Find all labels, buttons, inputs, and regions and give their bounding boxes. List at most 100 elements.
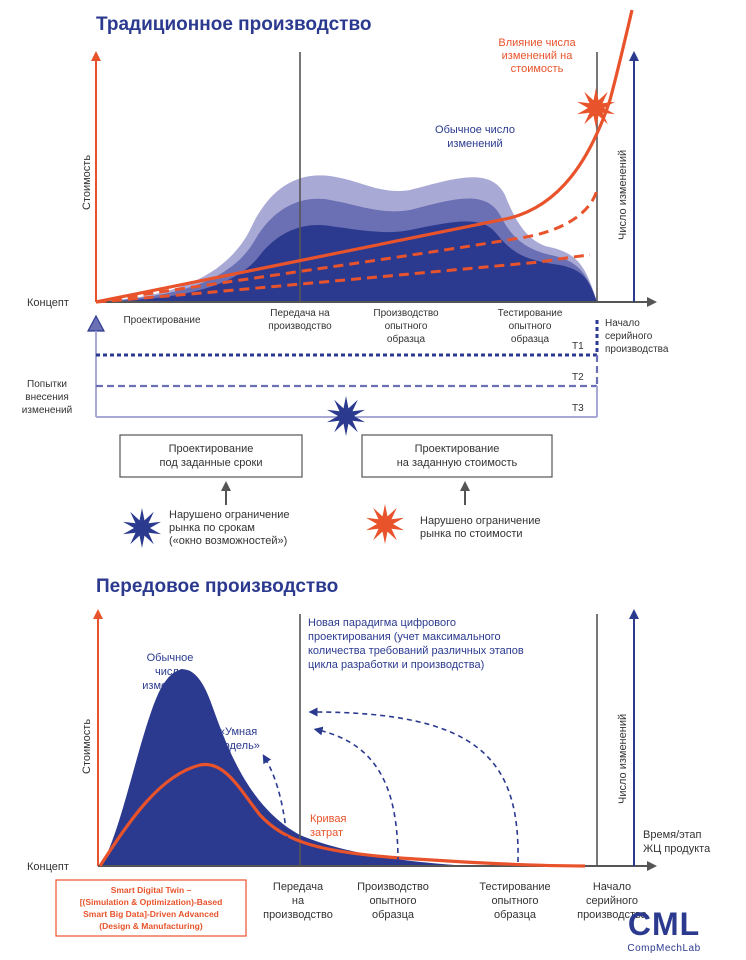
adv-phase-handover-line-2: производство [263,909,333,921]
smart-model-label: «Умная модель» [216,726,260,752]
digital-twin-text-line-1: [(Simulation & Optimization)-Based [80,897,223,907]
digital-twin-text-line-2: Smart Big Data]-Driven Advanced [83,909,219,919]
paradigm-label-line-2: количества требований различных этапов [308,645,524,657]
adv-changes-label-line-2: изменений [142,680,197,692]
trad-serial-start-line-0: Начало [605,318,640,329]
time-violation-burst-legend [123,508,161,548]
attempts-label-line-1: внесения [25,392,68,403]
adv-phase-prototype-line-0: Производство [357,881,429,893]
adv-cost-curve [98,762,586,868]
trad-cost-curve [95,9,634,304]
box-design-cost-text-line-0: Проектирование [415,443,500,455]
changes-area-dark [96,221,597,302]
trad-cost-dash-lower [95,253,591,304]
trad-cost-dash-upper [95,189,599,304]
trad-phase-design: Проектирование [123,315,201,326]
adv-phase-serial: Начало серийного производства [577,881,648,921]
digital-twin-text-line-3: (Design & Manufacturing) [99,921,203,931]
adv-phase-serial-line-1: серийного [586,895,638,907]
paradigm-label-line-0: Новая парадигма цифрового [308,617,456,629]
trad-y-left-label: Стоимость [81,155,93,210]
traditional-title: Традиционное производство [96,14,371,35]
adv-phase-prototype-line-1: опытного [369,895,416,907]
smart-model-dash-1 [262,754,289,851]
smart-model-dash-3 [308,707,519,863]
violation-cost-text-line-1: рынка по стоимости [420,528,523,540]
adv-changes-area [100,669,470,866]
time-violation-burst-timeline [327,396,365,436]
violation-time-text-line-1: рынка по срокам [169,522,255,534]
adv-phase-testing: Тестирование опытного образца [479,881,550,921]
trad-serial-start-line-2: производства [605,344,669,355]
digital-twin-text: Smart Digital Twin – [(Simulation & Optim… [80,885,223,931]
deadline-t1-label: T1 [572,341,584,352]
adv-x-axis-label: Время/этап ЖЦ продукта [643,829,711,855]
trad-serial-start-line-1: серийного [605,331,653,342]
cost-curve-label: Кривая затрат [310,813,347,839]
adv-phase-testing-line-0: Тестирование [479,881,550,893]
trad-phase-testing-line-0: Тестирование [498,308,563,319]
adv-phase-testing-line-2: образца [494,909,537,921]
box-design-time-text-line-0: Проектирование [169,443,254,455]
adv-x-axis-label-line-1: ЖЦ продукта [643,843,711,855]
adv-phase-handover: Передача на производство [263,881,333,921]
trad-phase-prototype-line-0: Производство [373,308,439,319]
deadline-t2-label: T2 [572,372,584,383]
adv-x-axis-label-line-0: Время/этап [643,829,702,841]
adv-phase-serial-line-2: производства [577,909,648,921]
trad-serial-start: Начало серийного производства [605,318,669,355]
attempts-label-line-0: Попытки [27,379,67,390]
paradigm-label-line-1: проектирования (учет максимального [308,631,501,643]
trad-phase-testing-line-1: опытного [509,321,552,332]
cost-violation-burst-legend [366,504,404,544]
box-design-cost [361,434,553,478]
adv-phase-prototype-line-2: образца [372,909,415,921]
violation-time-text-line-0: Нарушено ограничение [169,509,290,521]
trad-phase-handover-line-1: производство [268,321,332,332]
paradigm-label: Новая парадигма цифрового проектирования … [308,617,524,671]
trad-changes-label-line-0: Обычное число [435,124,515,136]
adv-y-left-label: Стоимость [81,719,93,774]
trad-y-right-label: Число изменений [617,150,629,240]
box-design-time [119,434,303,478]
adv-y-right-label: Число изменений [617,714,629,804]
cost-change-label-line-1: изменений на [502,50,574,62]
smart-model-label-line-1: модель» [216,740,260,752]
smart-model-label-line-0: «Умная [219,726,257,738]
adv-changes-label-line-0: Обычное [147,652,194,664]
digital-twin-box [55,879,247,937]
cost-curve-label-line-1: затрат [310,827,343,839]
box-design-time-text-line-1: под заданные сроки [160,457,263,469]
attempts-label: Попытки внесения изменений [22,379,72,416]
adv-phase-serial-line-0: Начало [593,881,631,893]
logo-text: CML [628,906,700,942]
cost-curve-label-line-0: Кривая [310,813,347,825]
violation-time-text-line-2: («окно возможностей») [169,535,287,547]
box-design-cost-text: Проектирование на заданную стоимость [397,443,518,469]
attempts-label-line-2: изменений [22,405,72,416]
trad-phase-prototype-line-1: опытного [385,321,428,332]
trad-y-left-text: Стоимость [81,155,93,210]
adv-changes-label-line-1: число [155,666,185,678]
adv-phase-handover-line-0: Передача [273,881,324,893]
trad-changes-label-line-1: изменений [447,138,502,150]
deadline-t3-label: T3 [572,403,584,414]
adv-origin-label: Концепт [27,861,69,873]
trad-phase-handover-line-0: Передача на [270,308,330,319]
logo-subtitle: CompMechLab [627,943,700,954]
paradigm-label-line-3: цикла разработки и производства) [308,659,484,671]
trad-phase-design-line-0: Проектирование [123,315,201,326]
attempts-up-arrow [87,314,105,332]
trad-phase-prototype-line-2: образца [387,333,426,345]
box-design-time-text: Проектирование под заданные сроки [160,443,263,469]
cost-change-label-line-2: стоимость [511,63,564,75]
adv-phase-prototype: Производство опытного образца [357,881,429,921]
trad-phase-handover: Передача на производство [268,308,332,332]
adv-changes-label: Обычное число изменений [142,652,197,692]
cost-violation-burst-top [577,88,615,128]
smart-model-dash-2 [313,726,399,863]
